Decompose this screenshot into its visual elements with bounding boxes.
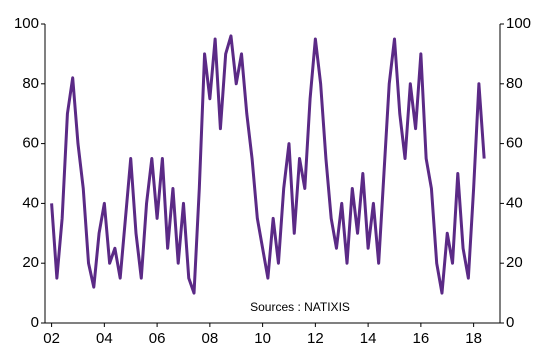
y2-tick-label: 40 (506, 194, 523, 211)
y2-tick-label: 60 (506, 135, 523, 152)
y-tick-label: 40 (22, 194, 39, 211)
y2-tick-label: 80 (506, 75, 523, 92)
x-tick-label: 02 (43, 330, 60, 347)
x-tick-label: 06 (149, 330, 166, 347)
y-tick-label: 80 (22, 75, 39, 92)
y2-tick-label: 100 (506, 15, 531, 32)
annotation: Sources : NATIXIS (250, 300, 350, 314)
y-tick-label: 0 (31, 314, 39, 331)
y-tick-label: 100 (14, 15, 39, 32)
x-tick-label: 18 (465, 330, 482, 347)
y2-tick-label: 20 (506, 254, 523, 271)
x-tick-label: 10 (254, 330, 271, 347)
x-tick-label: 04 (96, 330, 113, 347)
x-tick-label: 14 (360, 330, 377, 347)
line-series (50, 34, 486, 295)
y-tick-label: 20 (22, 254, 39, 271)
x-tick-label: 16 (413, 330, 430, 347)
y-tick-label: 60 (22, 135, 39, 152)
y2-tick-label: 0 (506, 314, 514, 331)
x-tick-label: 12 (307, 330, 324, 347)
x-tick-label: 08 (202, 330, 219, 347)
